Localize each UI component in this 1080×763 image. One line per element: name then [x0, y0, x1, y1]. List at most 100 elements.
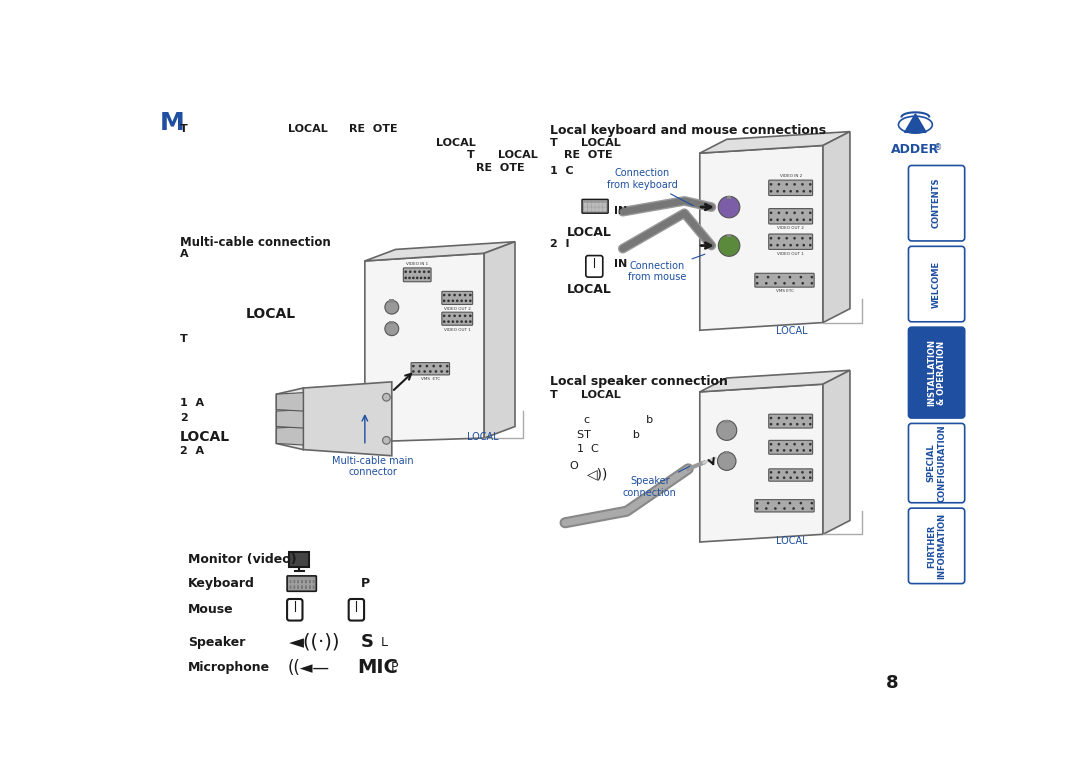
Circle shape	[810, 237, 811, 239]
Polygon shape	[700, 384, 823, 542]
Circle shape	[470, 321, 471, 322]
Circle shape	[811, 276, 812, 278]
Text: IN: IN	[613, 259, 626, 269]
Circle shape	[418, 371, 420, 372]
Text: RE  OTE: RE OTE	[350, 124, 399, 134]
Circle shape	[430, 371, 431, 372]
Text: 8: 8	[886, 674, 899, 692]
FancyBboxPatch shape	[309, 585, 311, 589]
Circle shape	[794, 472, 795, 473]
Circle shape	[419, 271, 420, 272]
Text: Multi-cable connection: Multi-cable connection	[180, 237, 330, 250]
FancyBboxPatch shape	[588, 203, 591, 207]
Text: FURTHER
INFORMATION: FURTHER INFORMATION	[927, 513, 946, 579]
Text: T      LOCAL: T LOCAL	[468, 150, 538, 160]
Circle shape	[417, 277, 418, 278]
Text: M: M	[159, 111, 184, 135]
FancyBboxPatch shape	[769, 440, 812, 454]
Text: T: T	[180, 334, 188, 344]
Circle shape	[427, 365, 428, 367]
Circle shape	[465, 321, 467, 322]
FancyBboxPatch shape	[390, 321, 394, 324]
Circle shape	[783, 477, 785, 478]
Circle shape	[779, 276, 780, 278]
Text: VIDEO OUT 1: VIDEO OUT 1	[444, 327, 471, 332]
FancyBboxPatch shape	[769, 234, 812, 250]
Text: VIDEO IN 1: VIDEO IN 1	[406, 262, 429, 266]
Text: 2  A: 2 A	[180, 446, 204, 456]
Text: LOCAL: LOCAL	[467, 432, 499, 442]
FancyBboxPatch shape	[769, 468, 812, 481]
FancyBboxPatch shape	[725, 420, 729, 423]
Circle shape	[757, 276, 758, 278]
FancyBboxPatch shape	[309, 580, 311, 584]
Text: Connection
from mouse: Connection from mouse	[629, 254, 705, 282]
Text: O: O	[569, 461, 578, 472]
FancyBboxPatch shape	[287, 599, 302, 620]
Circle shape	[802, 508, 804, 509]
Circle shape	[424, 371, 426, 372]
Text: L: L	[380, 636, 388, 649]
FancyBboxPatch shape	[287, 576, 316, 591]
Circle shape	[777, 449, 779, 451]
Circle shape	[428, 277, 430, 278]
Circle shape	[717, 452, 735, 471]
Circle shape	[424, 277, 426, 278]
Text: RE  OTE: RE OTE	[564, 150, 612, 160]
FancyBboxPatch shape	[297, 580, 299, 584]
Circle shape	[791, 219, 792, 221]
Circle shape	[447, 371, 448, 372]
Circle shape	[784, 508, 785, 509]
Circle shape	[461, 300, 462, 301]
Circle shape	[770, 219, 771, 221]
Circle shape	[718, 235, 740, 256]
Circle shape	[448, 300, 449, 301]
Text: VIDEO OUT 2: VIDEO OUT 2	[444, 307, 471, 311]
FancyBboxPatch shape	[585, 256, 603, 277]
Circle shape	[811, 282, 812, 284]
Polygon shape	[700, 131, 850, 153]
Circle shape	[435, 371, 436, 372]
Circle shape	[419, 365, 421, 367]
Circle shape	[770, 245, 771, 246]
Text: VMS  ETC: VMS ETC	[421, 377, 440, 382]
Circle shape	[786, 237, 787, 239]
Text: ST            b: ST b	[577, 430, 639, 440]
Circle shape	[774, 508, 777, 509]
Circle shape	[423, 271, 424, 272]
Text: T: T	[180, 124, 188, 134]
Circle shape	[454, 315, 456, 317]
Circle shape	[779, 184, 780, 185]
Circle shape	[791, 191, 792, 192]
Circle shape	[457, 321, 458, 322]
Circle shape	[794, 212, 795, 214]
Text: CONTENTS: CONTENTS	[932, 178, 941, 228]
FancyBboxPatch shape	[293, 585, 296, 589]
FancyBboxPatch shape	[727, 195, 731, 198]
Circle shape	[770, 417, 771, 419]
Circle shape	[802, 282, 804, 284]
Text: T      LOCAL: T LOCAL	[550, 391, 620, 401]
Circle shape	[768, 276, 769, 278]
Text: P: P	[361, 577, 370, 590]
Circle shape	[770, 184, 771, 185]
Circle shape	[766, 508, 767, 509]
FancyBboxPatch shape	[301, 585, 303, 589]
Circle shape	[810, 184, 811, 185]
Text: 2: 2	[180, 413, 188, 423]
Circle shape	[777, 191, 779, 192]
Circle shape	[797, 245, 798, 246]
Circle shape	[757, 282, 758, 284]
FancyBboxPatch shape	[755, 273, 814, 287]
Circle shape	[786, 417, 787, 419]
Circle shape	[415, 271, 416, 272]
Text: MIC: MIC	[357, 658, 399, 677]
Text: VIDEO OUT 1: VIDEO OUT 1	[778, 252, 804, 256]
Circle shape	[784, 282, 785, 284]
Circle shape	[804, 449, 805, 451]
Circle shape	[444, 321, 445, 322]
FancyBboxPatch shape	[584, 208, 586, 211]
Polygon shape	[700, 370, 850, 392]
Circle shape	[779, 443, 780, 445]
Circle shape	[779, 503, 780, 504]
